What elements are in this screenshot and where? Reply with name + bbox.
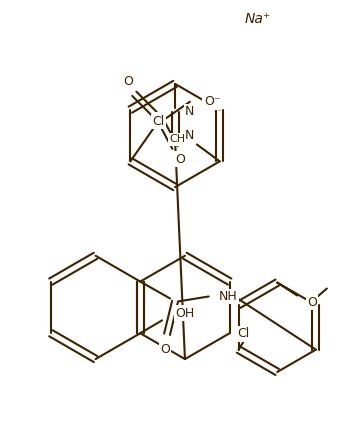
Text: NH: NH [219,290,237,303]
Text: CH₃: CH₃ [169,134,190,144]
Text: O⁻: O⁻ [204,95,220,108]
Text: S: S [156,113,164,126]
Text: Cl: Cl [237,327,250,340]
Text: O: O [175,153,185,166]
Text: O: O [307,296,317,309]
Text: O: O [124,75,133,89]
Text: Cl: Cl [152,115,164,128]
Text: O: O [160,343,170,356]
Text: N: N [185,105,194,118]
Text: N: N [185,129,194,142]
Text: OH: OH [175,307,194,320]
Text: Na⁺: Na⁺ [244,12,271,26]
